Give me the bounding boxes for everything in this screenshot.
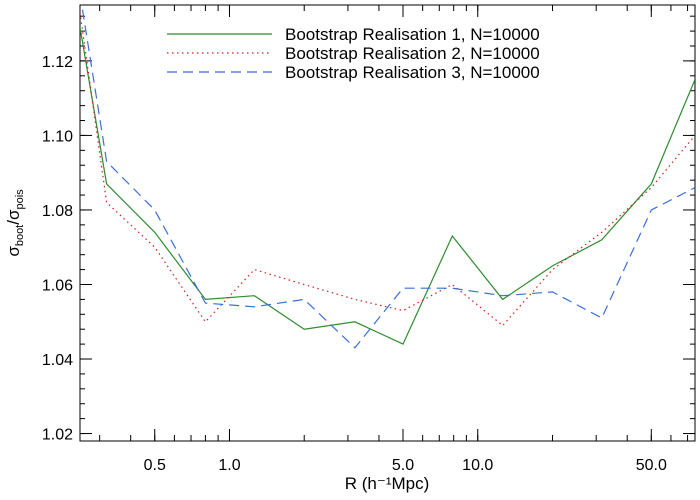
y-axis-sigma-1: σ	[4, 246, 23, 257]
y-tick-label: 1.04	[42, 352, 73, 369]
y-axis-sub-1: boot	[14, 225, 26, 246]
major-ticks	[80, 5, 695, 441]
y-axis-sub-2: pois	[14, 189, 26, 210]
tick-labels: 0.5 1.0 5.0 10.0 50.0 1.02 1.04 1.06 1.08 1.10 1.1…	[42, 54, 667, 474]
y-tick-label: 1.06	[42, 277, 73, 294]
series-3-line	[81, 5, 695, 349]
series-2-line	[80, 12, 695, 327]
y-axis-sigma-2: σ	[4, 209, 23, 220]
minor-ticks	[80, 5, 695, 441]
x-tick-label: 50.0	[636, 457, 667, 474]
y-tick-label: 1.08	[42, 203, 73, 220]
y-tick-label: 1.10	[42, 128, 73, 145]
x-tick-label: 10.0	[462, 457, 493, 474]
series-1-line	[80, 27, 695, 345]
y-axis-title: σboot/σpois	[4, 189, 26, 257]
x-tick-label: 5.0	[392, 457, 414, 474]
plot-frame	[79, 4, 696, 442]
y-tick-label: 1.12	[42, 54, 73, 71]
legend-label-1: Bootstrap Realisation 1, N=10000	[285, 25, 540, 44]
x-tick-label: 1.0	[218, 457, 240, 474]
series-lines	[80, 5, 695, 349]
legend-label-2: Bootstrap Realisation 2, N=10000	[285, 44, 540, 63]
y-axis-slash: /	[4, 220, 23, 225]
x-axis-title: R (h⁻¹Mpc)	[345, 474, 430, 493]
x-tick-label: 0.5	[144, 457, 166, 474]
legend: Bootstrap Realisation 1, N=10000Bootstra…	[167, 25, 540, 82]
y-tick-label: 1.02	[42, 427, 73, 444]
legend-label-3: Bootstrap Realisation 3, N=10000	[285, 63, 540, 82]
